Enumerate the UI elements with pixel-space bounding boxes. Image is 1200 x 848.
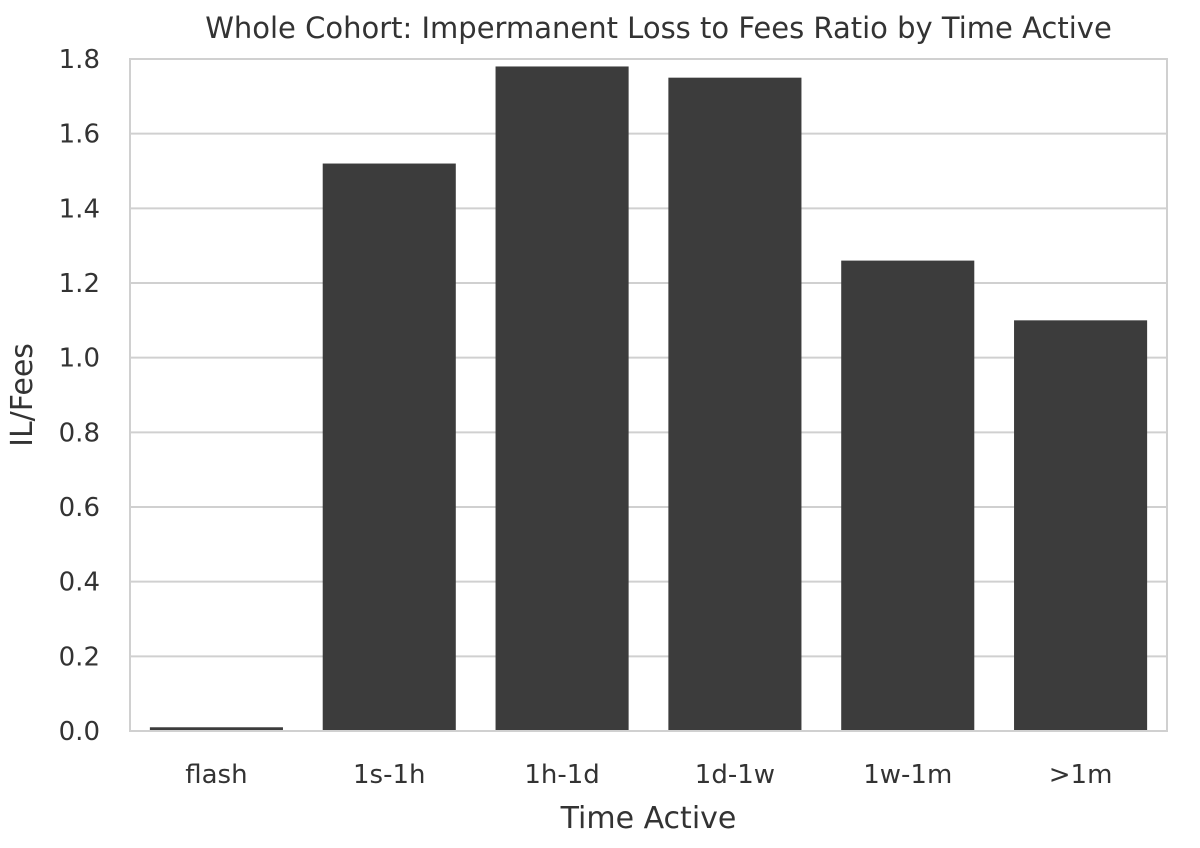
x-tick-label: 1d-1w	[695, 760, 775, 790]
y-tick-label: 1.4	[59, 194, 100, 224]
y-tick-labels: 0.0 0.2 0.4 0.6 0.8 1.0 1.2 1.4 1.6 1.8	[59, 45, 100, 747]
bar-0	[149, 727, 283, 731]
chart-title: Whole Cohort: Impermanent Loss to Fees R…	[205, 11, 1112, 45]
bars	[149, 66, 1148, 732]
x-tick-labels: flash 1s-1h 1h-1d 1d-1w 1w-1m >1m	[185, 760, 1112, 790]
y-tick-label: 1.0	[59, 344, 100, 374]
y-tick-label: 0.8	[59, 418, 100, 448]
x-axis-label: Time Active	[560, 801, 737, 836]
x-tick-label: 1s-1h	[353, 760, 426, 790]
x-tick-label: 1h-1d	[524, 760, 599, 790]
y-tick-label: 1.6	[59, 120, 100, 150]
bar-2	[495, 66, 629, 731]
x-tick-label: >1m	[1049, 760, 1113, 790]
bar-4	[841, 260, 975, 731]
y-tick-label: 1.8	[59, 45, 100, 75]
y-tick-label: 0.2	[59, 642, 100, 672]
y-tick-label: 0.0	[59, 717, 100, 747]
y-tick-label: 0.4	[59, 568, 100, 598]
y-tick-label: 0.6	[59, 493, 100, 523]
x-tick-label: flash	[185, 760, 247, 790]
y-axis-label: IL/Fees	[5, 343, 40, 447]
y-tick-label: 1.2	[59, 269, 100, 299]
plot-frame	[129, 58, 1168, 732]
bar-5	[1014, 320, 1148, 731]
bar-3	[668, 77, 802, 731]
bar-1	[322, 163, 456, 732]
grid-lines	[130, 58, 1167, 732]
x-tick-label: 1w-1m	[863, 760, 952, 790]
